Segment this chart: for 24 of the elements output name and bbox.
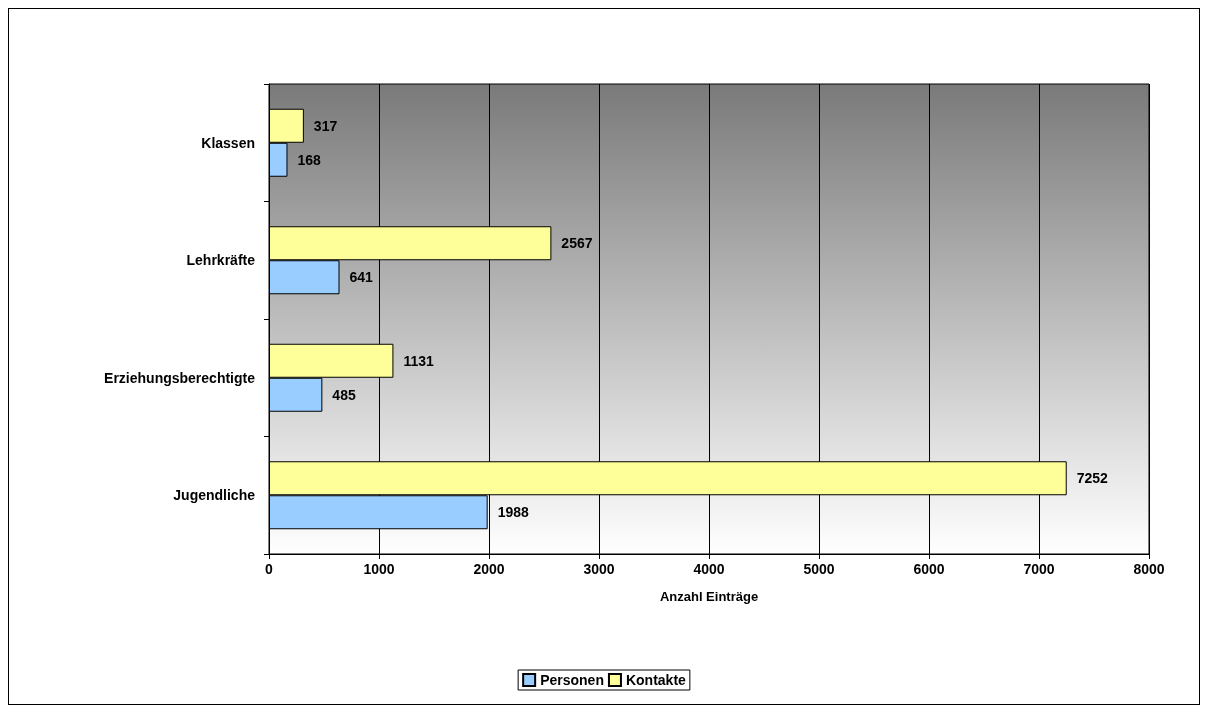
legend-label: Kontakte — [625, 672, 687, 688]
data-label: 168 — [297, 151, 322, 168]
x-tick-label: 6000 — [913, 561, 945, 577]
data-label: 317 — [313, 117, 338, 134]
data-label: 7252 — [1076, 470, 1109, 487]
x-axis-title: Anzahl Einträge — [659, 589, 759, 604]
x-tick-label: 5000 — [803, 561, 835, 577]
x-tick-label: 8000 — [1133, 561, 1165, 577]
y-tick-label: Erziehungsberechtigte — [104, 369, 256, 386]
x-tick-label: 1000 — [363, 561, 395, 577]
y-tick-label: Jugendliche — [173, 487, 256, 504]
x-tick-label: 2000 — [473, 561, 505, 577]
y-tick-label: Klassen — [201, 134, 255, 151]
y-tick-label: Lehrkräfte — [186, 252, 256, 269]
legend-label: Personen — [540, 672, 604, 688]
x-tick-label: 7000 — [1023, 561, 1055, 577]
data-label: 2567 — [561, 235, 593, 252]
data-label: 641 — [349, 269, 374, 286]
x-tick-label: 3000 — [583, 561, 615, 577]
data-label: 485 — [332, 386, 356, 403]
data-label: 1988 — [497, 504, 530, 521]
x-tick-label: 4000 — [693, 561, 725, 577]
x-tick-label: 0 — [265, 561, 274, 577]
data-label: 1131 — [403, 352, 434, 369]
